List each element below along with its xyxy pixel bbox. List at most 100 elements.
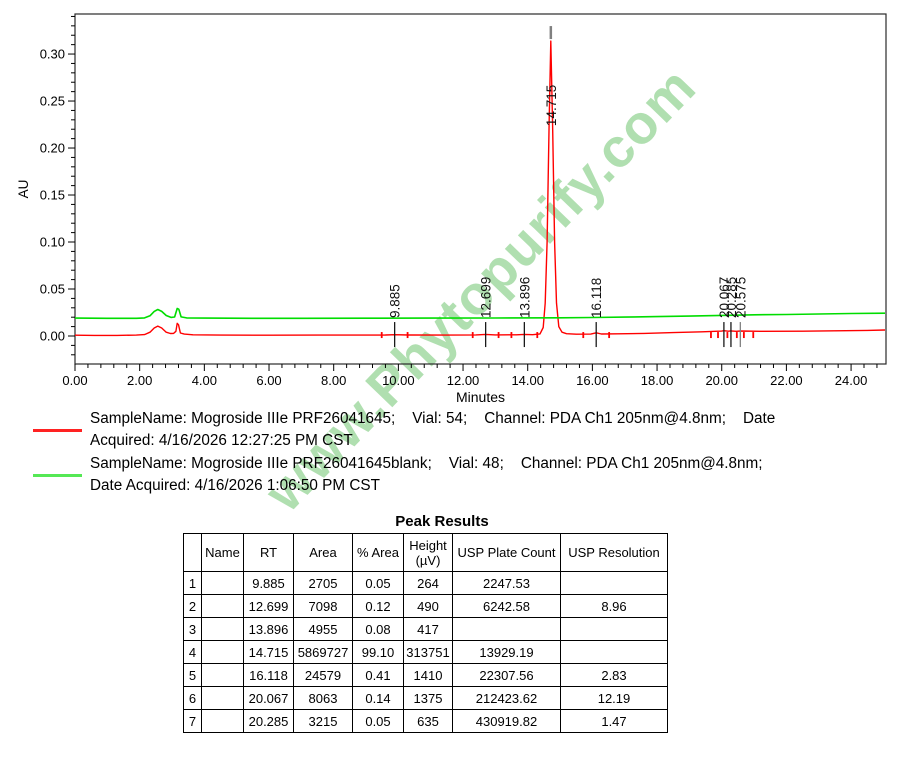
y-tick-label: 0.00 xyxy=(40,328,65,343)
y-axis: 0.00 0.05 0.10 0.15 0.20 0.25 0.30 AU xyxy=(16,15,75,356)
cell: 5 xyxy=(183,663,202,687)
peak-label: 20.575 xyxy=(733,277,748,318)
cell xyxy=(201,617,244,641)
peak-label: 13.896 xyxy=(517,277,532,318)
peak-label: 9.885 xyxy=(388,284,403,318)
peak-results-section: Peak Results Name RT Area% Area Height (µV)… xyxy=(0,513,924,733)
table-row: 6 20.067 8063 0.14 1375 212423.62 12.19 xyxy=(183,686,668,710)
column-header: Name xyxy=(201,533,244,572)
cell xyxy=(201,571,244,595)
table-row: 7 20.285 3215 0.05 635 430919.82 1.47 xyxy=(183,709,668,733)
cell: 6242.58 xyxy=(452,594,561,618)
cell: 13929.19 xyxy=(452,640,561,664)
x-tick-label: 0.00 xyxy=(62,373,87,388)
cell: 313751 xyxy=(403,640,453,664)
y-tick-label: 0.05 xyxy=(40,282,65,297)
x-tick-label: 14.00 xyxy=(511,373,544,388)
column-header: USP Resolution xyxy=(560,533,668,572)
cell: 5869727 xyxy=(293,640,353,664)
peak-13.896: 13.896 xyxy=(510,277,539,348)
cell: 7098 xyxy=(293,594,353,618)
cell: 0.05 xyxy=(352,709,404,733)
cell: 12.699 xyxy=(243,594,294,618)
column-header: RT xyxy=(243,533,294,572)
x-axis: 0.00 2.00 4.00 6.00 8.00 10.00 12.00 14.00 16.00… xyxy=(62,364,878,405)
y-tick-label: 0.30 xyxy=(40,47,65,62)
cell: 20.285 xyxy=(243,709,294,733)
x-tick-label: 22.00 xyxy=(770,373,803,388)
cell: 1 xyxy=(183,571,202,595)
cell: 635 xyxy=(403,709,453,733)
peak-9.885: 9.885 xyxy=(380,284,409,348)
column-header: % Area xyxy=(352,533,404,572)
legend-text: SampleName: Mogroside IIIe PRF26041645; … xyxy=(90,410,776,449)
cell xyxy=(201,686,244,710)
cell xyxy=(560,617,668,641)
peak-20.067: 20.067 xyxy=(710,277,738,348)
cell: 1410 xyxy=(403,663,453,687)
cell: 3 xyxy=(183,617,202,641)
cell: 8063 xyxy=(293,686,353,710)
x-tick-label: 2.00 xyxy=(127,373,152,388)
peak-16.118: 16.118 xyxy=(582,278,611,348)
cell: 430919.82 xyxy=(452,709,561,733)
peak-14.715: 14.715 xyxy=(544,26,559,126)
y-axis-title: AU xyxy=(16,180,31,199)
x-tick-label: 10.00 xyxy=(382,373,415,388)
cell: 0.05 xyxy=(352,571,404,595)
cell xyxy=(201,663,244,687)
cell: 2 xyxy=(183,594,202,618)
x-tick-label: 12.00 xyxy=(447,373,480,388)
peak-label: 14.715 xyxy=(544,85,559,126)
cell xyxy=(452,617,561,641)
cell: 1375 xyxy=(403,686,453,710)
cell: 417 xyxy=(403,617,453,641)
legend-entry: SampleName: Mogroside IIIe PRF26041645; … xyxy=(0,408,924,452)
column-header: Height (µV) xyxy=(403,533,453,572)
y-tick-label: 0.25 xyxy=(40,94,65,109)
peak-results-title: Peak Results xyxy=(395,513,489,530)
cell: 2.83 xyxy=(560,663,668,687)
x-tick-label: 24.00 xyxy=(835,373,868,388)
cell: 20.067 xyxy=(243,686,294,710)
peak-label: 12.699 xyxy=(479,277,494,318)
cell: 3215 xyxy=(293,709,353,733)
x-axis-title: Minutes xyxy=(456,389,505,405)
cell: 0.12 xyxy=(352,594,404,618)
peak-results-table: Name RT Area% Area Height (µV) USP Plate Cou… xyxy=(183,533,668,733)
cell xyxy=(201,709,244,733)
cell: 14.715 xyxy=(243,640,294,664)
y-tick-label: 0.10 xyxy=(40,235,65,250)
x-tick-label: 18.00 xyxy=(641,373,674,388)
legend-color-line xyxy=(33,473,82,477)
peak-20.285: 20.285 xyxy=(717,277,745,348)
x-tick-label: 6.00 xyxy=(256,373,281,388)
chromatogram-plot: 0.00 2.00 4.00 6.00 8.00 10.00 12.00 14.00 16.00… xyxy=(16,13,887,405)
cell xyxy=(560,571,668,595)
x-tick-label: 20.00 xyxy=(705,373,738,388)
legend: SampleName: Mogroside IIIe PRF26041645; … xyxy=(0,408,924,497)
cell xyxy=(201,594,244,618)
table-row: 5 16.118 24579 0.41 1410 22307.56 2.83 xyxy=(183,663,668,687)
cell: 16.118 xyxy=(243,663,294,687)
peak-20.575: 20.575 xyxy=(726,277,755,348)
cell: 0.08 xyxy=(352,617,404,641)
peak-label: 20.285 xyxy=(724,277,739,318)
column-header: USP Plate Count xyxy=(452,533,561,572)
cell: 8.96 xyxy=(560,594,668,618)
cell: 22307.56 xyxy=(452,663,561,687)
table-row: 2 12.699 7098 0.12 490 6242.58 8.96 xyxy=(183,594,668,618)
cell: 4 xyxy=(183,640,202,664)
cell: 0.14 xyxy=(352,686,404,710)
plot-border xyxy=(74,13,887,365)
column-header: Area xyxy=(293,533,353,572)
cell: 2247.53 xyxy=(452,571,561,595)
legend-text: SampleName: Mogroside IIIe PRF26041645bl… xyxy=(90,455,763,494)
legend-entry: SampleName: Mogroside IIIe PRF26041645bl… xyxy=(0,453,924,497)
cell: 490 xyxy=(403,594,453,618)
trace-blank xyxy=(74,307,886,320)
peak-12.699: 12.699 xyxy=(471,277,500,348)
legend-color-line xyxy=(33,428,82,432)
table-row: 4 14.715 5869727 99.10 313751 13929.19 xyxy=(183,640,668,664)
peak-label: 20.067 xyxy=(717,277,732,318)
